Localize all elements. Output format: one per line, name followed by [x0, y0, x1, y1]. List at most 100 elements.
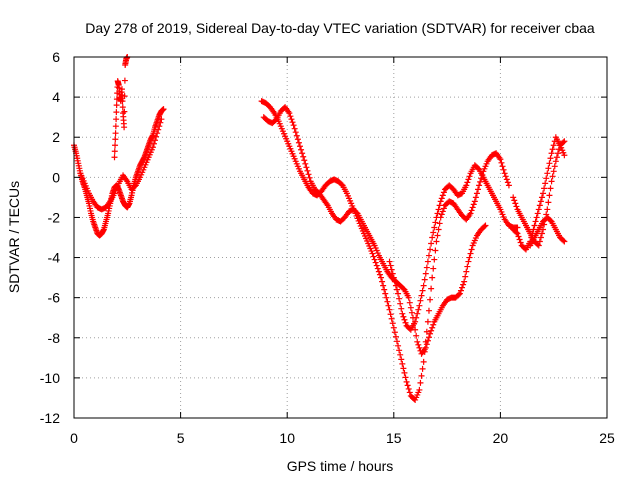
- data-point: [387, 311, 394, 318]
- data-point: [435, 226, 442, 233]
- data-point: [160, 106, 167, 113]
- data-point: [541, 185, 548, 192]
- y-tick-label: 4: [52, 89, 60, 105]
- data-point: [149, 144, 156, 151]
- data-point: [423, 341, 430, 348]
- data-point: [544, 206, 551, 213]
- data-point: [475, 186, 482, 193]
- data-point: [402, 319, 409, 326]
- data-point: [500, 166, 507, 173]
- data-point: [294, 136, 301, 143]
- data-point: [418, 292, 425, 299]
- data-point: [436, 202, 443, 209]
- data-point: [407, 304, 414, 311]
- data-point: [431, 256, 438, 263]
- data-point: [389, 270, 396, 277]
- data-point: [299, 150, 306, 157]
- data-point: [514, 224, 521, 231]
- data-point: [393, 338, 400, 345]
- data-point: [534, 210, 541, 217]
- data-point: [422, 344, 429, 351]
- data-point: [293, 132, 300, 139]
- data-point: [111, 148, 118, 155]
- y-tick-label: -12: [40, 410, 60, 426]
- data-point: [304, 167, 311, 174]
- data-point: [291, 125, 298, 132]
- y-tick-label: 2: [52, 129, 60, 145]
- data-point: [534, 241, 541, 248]
- data-point: [305, 171, 312, 178]
- data-point: [545, 199, 552, 206]
- data-point: [456, 290, 463, 297]
- data-point: [415, 306, 422, 313]
- data-point: [401, 316, 408, 323]
- data-point: [386, 258, 393, 265]
- data-point: [431, 224, 438, 231]
- data-point: [338, 181, 345, 188]
- data-point: [370, 253, 377, 260]
- data-point: [386, 306, 393, 313]
- data-point: [468, 246, 475, 253]
- data-point: [547, 155, 554, 162]
- data-point: [298, 146, 305, 153]
- data-point: [465, 176, 472, 183]
- data-point: [288, 116, 295, 123]
- y-tick-label: -10: [40, 370, 60, 386]
- data-point: [289, 119, 296, 126]
- data-point: [374, 265, 381, 272]
- data-point: [385, 302, 392, 309]
- data-point: [536, 238, 543, 245]
- data-point: [119, 98, 126, 105]
- data-point: [542, 180, 549, 187]
- data-point: [546, 160, 553, 167]
- data-point: [466, 254, 473, 261]
- data-point: [150, 140, 157, 147]
- data-point: [406, 389, 413, 396]
- data-point: [501, 170, 508, 177]
- data-point: [535, 206, 542, 213]
- y-tick-label: -2: [48, 209, 61, 225]
- data-point: [517, 239, 524, 246]
- data-point: [537, 234, 544, 241]
- data-point: [462, 273, 469, 280]
- data-point: [429, 274, 436, 281]
- data-point: [405, 294, 412, 301]
- data-point: [530, 226, 537, 233]
- data-point: [398, 305, 405, 312]
- data-point: [430, 265, 437, 272]
- data-point: [306, 174, 313, 181]
- x-tick-label: 15: [386, 430, 402, 446]
- data-point: [440, 205, 447, 212]
- data-point: [427, 246, 434, 253]
- data-point: [425, 252, 432, 259]
- y-tick-label: -8: [48, 330, 61, 346]
- data-point: [301, 157, 308, 164]
- data-point: [434, 232, 441, 239]
- data-point: [401, 369, 408, 376]
- data-point: [131, 183, 138, 190]
- data-point: [531, 222, 538, 229]
- data-point: [513, 229, 520, 236]
- x-tick-label: 10: [279, 430, 295, 446]
- x-tick-label: 0: [70, 430, 78, 446]
- data-point: [538, 194, 545, 201]
- x-tick-label: 25: [599, 430, 615, 446]
- data-point: [463, 268, 470, 275]
- data-point: [464, 263, 471, 270]
- data-point: [481, 223, 488, 230]
- y-tick-label: 6: [52, 49, 60, 65]
- data-point: [121, 77, 128, 84]
- series-arc-d: [260, 104, 489, 357]
- data-point: [561, 238, 568, 245]
- data-point: [119, 104, 126, 111]
- data-point: [556, 146, 563, 153]
- data-point: [378, 274, 385, 281]
- data-point: [406, 299, 413, 306]
- data-point: [423, 328, 430, 335]
- data-point: [548, 150, 555, 157]
- series-arc-b: [77, 116, 165, 213]
- data-point: [457, 287, 464, 294]
- data-point: [413, 314, 420, 321]
- data-point: [400, 285, 407, 292]
- data-point: [430, 321, 437, 328]
